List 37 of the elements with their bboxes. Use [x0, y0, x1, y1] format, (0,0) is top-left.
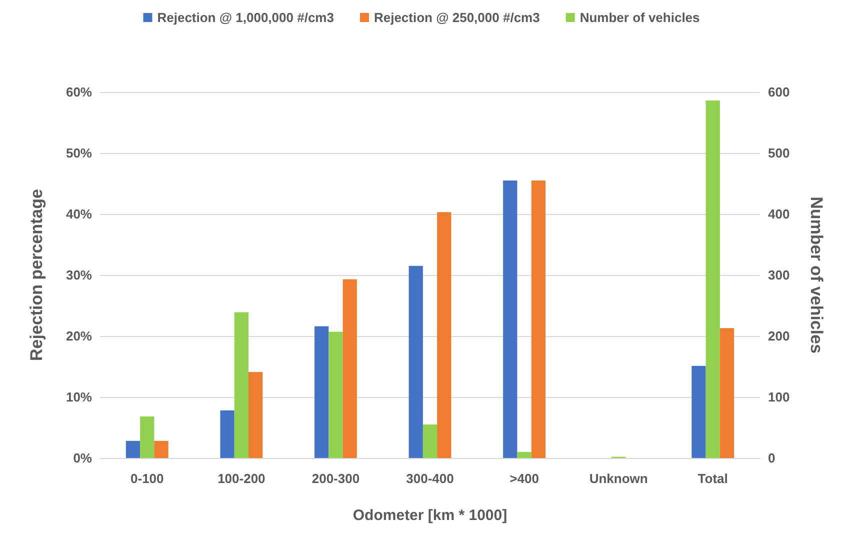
bar: [408, 266, 423, 458]
x-tick-label: Unknown: [589, 471, 648, 486]
legend-label: Rejection @ 1,000,000 #/cm3: [157, 10, 334, 25]
y2-tick-label: 0: [768, 450, 776, 466]
bar: [517, 452, 532, 458]
legend-label: Rejection @ 250,000 #/cm3: [374, 10, 540, 25]
bar: [437, 212, 452, 458]
y2-tick-label: 600: [768, 84, 790, 100]
x-tick-label: 300-400: [406, 471, 454, 486]
y2-tick-label: 100: [768, 390, 790, 404]
x-tick-label: >400: [510, 471, 539, 486]
x-axis-title: Odometer [km * 1000]: [352, 507, 508, 524]
y-tick-label: 20%: [66, 328, 92, 344]
y2-tick-label: 400: [768, 206, 790, 222]
y-tick-label: 10%: [66, 390, 92, 404]
x-tick-label: 0-100: [130, 471, 164, 486]
y2-tick-label: 500: [768, 146, 790, 160]
x-tick-label: 200-300: [312, 471, 360, 486]
bar: [706, 100, 720, 458]
bar: [220, 410, 234, 458]
y-tick-label: 30%: [66, 268, 92, 282]
x-tick-label: Total: [698, 471, 728, 486]
y-tick-label: 60%: [66, 84, 92, 100]
bar: [422, 424, 438, 458]
bar: [692, 366, 706, 458]
y2-tick-label: 300: [768, 268, 790, 282]
y2-axis-title: Number of vehicles: [807, 196, 826, 354]
bar: [140, 416, 154, 458]
x-tick-label: 100-200: [218, 471, 266, 486]
bar: [503, 180, 518, 458]
y-tick-label: 40%: [66, 206, 92, 222]
y2-tick-label: 200: [768, 328, 790, 344]
y-tick-label: 0%: [73, 450, 92, 466]
bar: [531, 180, 546, 458]
y-axis-title: Rejection percentage: [27, 189, 46, 361]
legend-label: Number of vehicles: [580, 10, 700, 25]
y-tick-label: 50%: [66, 146, 92, 160]
